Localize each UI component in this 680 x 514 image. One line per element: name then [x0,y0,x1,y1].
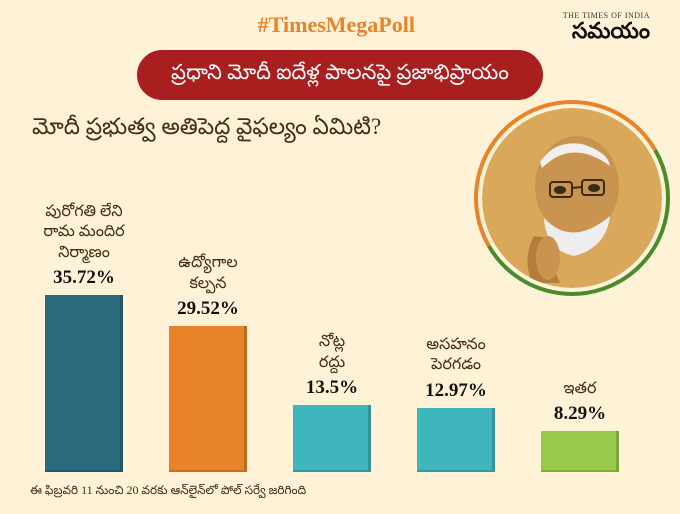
brand-block: THE TIMES OF INDIA సమయం [563,12,650,42]
bar-column: అసహనం పెరగడం 12.97% [412,335,500,472]
title-pill: ప్రధాని మోదీ ఐదేళ్ల పాలనపై ప్రజాభిప్రాయం [137,50,543,100]
bar-label: ఉద్యోగాల కల్పన [178,253,237,294]
bar-value: 12.97% [425,380,487,402]
header-row: #TimesMegaPoll THE TIMES OF INDIA సమయం [30,12,650,42]
bar-label: ఇతర [564,379,597,399]
bar-column: నోట్ల రద్దు 13.5% [288,332,376,472]
bar-rect [541,431,619,472]
bar-chart: పురోగతి లేని రామ మందిర నిర్మాణం 35.72% ఉద్… [40,172,640,472]
bar-column: ఉద్యోగాల కల్పన 29.52% [164,253,252,472]
bar-value: 8.29% [554,403,606,425]
bar-column: పురోగతి లేని రామ మందిర నిర్మాణం 35.72% [40,202,128,472]
hashtag: #TimesMegaPoll [110,12,563,38]
bar-rect [293,405,371,472]
bar-label: నోట్ల రద్దు [319,332,345,373]
bar-label: పురోగతి లేని రామ మందిర నిర్మాణం [43,202,124,263]
bar-value: 29.52% [177,298,239,320]
brand-logo: సమయం [563,20,650,42]
infographic-root: #TimesMegaPoll THE TIMES OF INDIA సమయం ప… [0,0,680,514]
bar-value: 13.5% [306,377,358,399]
bar-column: ఇతర 8.29% [536,379,624,472]
bar-rect [45,295,123,472]
bar-rect [417,408,495,472]
footnote: ఈ ఫిబ్రవరి 11 నుంచి 20 వరకు ఆన్‌లైన్‌లో … [30,483,306,500]
bar-label: అసహనం పెరగడం [426,335,485,376]
bar-value: 35.72% [53,267,115,289]
bar-rect [169,326,247,472]
